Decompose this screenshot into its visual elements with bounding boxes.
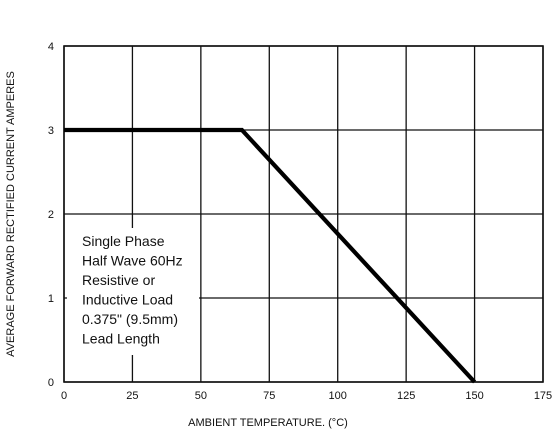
y-tick-label: 3 [48,125,54,137]
x-axis-title: AMBIENT TEMPERATURE. (°C) [188,417,348,429]
annotation-line: Inductive Load [82,292,173,308]
x-tick-label: 175 [534,390,552,402]
x-tick-label: 50 [195,390,207,402]
tick-labels: 0 25 50 75 100 125 150 175 0 1 2 3 4 [48,41,552,402]
x-tick-label: 125 [397,390,415,402]
annotation-line: Half Wave 60Hz [82,253,183,269]
x-tick-label: 75 [263,390,275,402]
annotation-line: 0.375" (9.5mm) [82,311,178,327]
annotation-line: Lead Length [82,331,160,347]
y-tick-label: 4 [48,41,54,53]
series-layer [63,127,477,384]
y-tick-label: 1 [48,293,54,305]
x-tick-label: 100 [329,390,347,402]
plot-frame [63,45,544,383]
annotation-box: Single Phase Half Wave 60Hz Resistive or In… [67,228,199,355]
y-tick-label: 0 [48,377,54,389]
x-tick-label: 150 [465,390,483,402]
annotation-line: Resistive or [82,272,155,288]
x-tick-label: 25 [126,390,138,402]
x-tick-label: 0 [61,390,67,402]
y-tick-label: 2 [48,209,54,221]
annotation-line: Single Phase [82,233,165,249]
annotation-background [67,228,199,355]
y-axis-title: AVERAGE FORWARD RECTIFIED CURRENT AMPERE… [5,71,17,357]
